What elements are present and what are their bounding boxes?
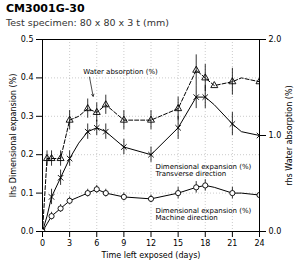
svg-text:24: 24	[254, 239, 264, 248]
svg-text:0.3: 0.3	[21, 112, 34, 121]
svg-text:0.1: 0.1	[21, 189, 34, 198]
svg-text:12: 12	[146, 239, 156, 248]
svg-text:Dimensional expansion (%)Trans: Dimensional expansion (%)Transverse dire…	[155, 163, 252, 178]
svg-text:0.0: 0.0	[269, 227, 282, 236]
html-text:Test specimen: 80 x 80 x 3 t (: Test specimen: 80 x 80 x 3 t (mm)	[6, 17, 169, 28]
svg-text:15: 15	[173, 239, 183, 248]
svg-text:0.0: 0.0	[21, 227, 34, 236]
svg-text:9: 9	[121, 239, 126, 248]
svg-text:0.4: 0.4	[21, 73, 34, 82]
svg-text:21: 21	[227, 239, 237, 248]
svg-text:6: 6	[94, 239, 99, 248]
html-text:CM3001G-30: CM3001G-30	[6, 2, 85, 15]
svg-text:2.0: 2.0	[269, 35, 282, 44]
svg-text:0.2: 0.2	[21, 150, 34, 159]
svg-text:Water absorption (%): Water absorption (%)	[83, 68, 158, 76]
svg-text:Time left exposed (days): Time left exposed (days)	[101, 251, 201, 260]
svg-text:rhs Water absorption (%): rhs Water absorption (%)	[285, 85, 294, 185]
svg-text:Dimensional expansion (%)Machi: Dimensional expansion (%)Machine directi…	[156, 207, 252, 222]
svg-text:1.0: 1.0	[269, 131, 282, 140]
svg-text:lhs Dimensional expansion (%): lhs Dimensional expansion (%)	[9, 74, 18, 198]
svg-text:3: 3	[67, 239, 72, 248]
svg-text:0.5: 0.5	[21, 35, 34, 44]
svg-text:0: 0	[40, 239, 45, 248]
svg-text:18: 18	[200, 239, 210, 248]
